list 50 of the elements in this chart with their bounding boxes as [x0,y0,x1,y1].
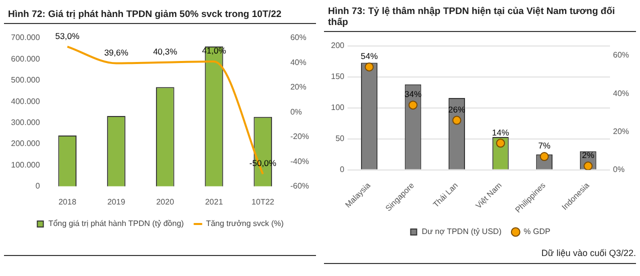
data-label: 53,0% [55,30,80,41]
y-tick-label: 150 [330,72,345,82]
y-tick-label: 300.000 [10,118,40,128]
y-tick-label: 200.000 [10,139,40,148]
y2-tick-label: 20% [290,82,306,92]
chart-title: Hình 72: Giá trị phát hành TPDN giảm 50% svck trong 10T/22 [4,0,316,24]
y2-tick-label: -60% [290,182,310,191]
y-tick-label: 600.000 [10,54,40,64]
chart-title: Hình 73: Tỷ lệ thâm nhập TPDN hiện tại của Việt Nam tương đối thấp [324,0,636,32]
y2-tick-label: 40% [612,88,630,98]
x-tick-label: 2021 [205,197,224,206]
data-label: 2% [582,150,595,160]
data-label: 40,3% [153,46,178,56]
x-tick-label: 2019 [107,197,126,206]
legend-label: % GDP [524,227,550,236]
y-tick-label: 100.000 [10,160,40,170]
text: Dữ liệu vào cuối Q3/22. [324,246,636,264]
legend-label: Tổng giá trị phát hành TPDN (tỷ đồng) [48,219,184,228]
data-label: 39,6% [104,47,129,58]
point [584,162,593,170]
y2-tick-label: 40% [290,58,306,67]
y-tick-label: 500.000 [10,76,40,85]
y-tick-label: 50 [335,134,345,144]
legend-label: Dư nợ TPDN (tỷ USD) [422,227,502,236]
y-tick-label: 200 [330,41,345,50]
y-tick-label: 0 [340,165,345,174]
y2-tick-label: -20% [290,132,310,142]
y2-tick-label: 0% [612,165,625,174]
point [408,100,418,110]
y2-tick-label: 60% [290,33,306,42]
point [364,62,374,72]
y2-tick-label: 60% [612,50,630,60]
x-tick-label: 10T22 [252,197,275,206]
y2-tick-label: 20% [612,126,630,136]
point [496,138,506,148]
x-tick-label: Thái Lan [431,180,460,210]
y-tick-label: 0 [35,182,40,191]
legend-label: Tăng trưởng svck (%) [206,219,284,228]
y-tick-label: 400.000 [10,96,40,106]
point [452,116,462,125]
y2-tick-label: 0% [290,107,302,116]
x-tick-label: 2018 [58,197,77,206]
y-tick-label: 700.000 [10,33,40,42]
y-tick-label: 100 [330,103,345,112]
y2-tick-label: -40% [290,156,310,166]
point [540,152,549,162]
data-label: 7% [538,140,551,151]
x-tick-label: 2020 [156,197,175,206]
data-label: 14% [492,127,510,138]
data-label: 54% [360,51,378,62]
